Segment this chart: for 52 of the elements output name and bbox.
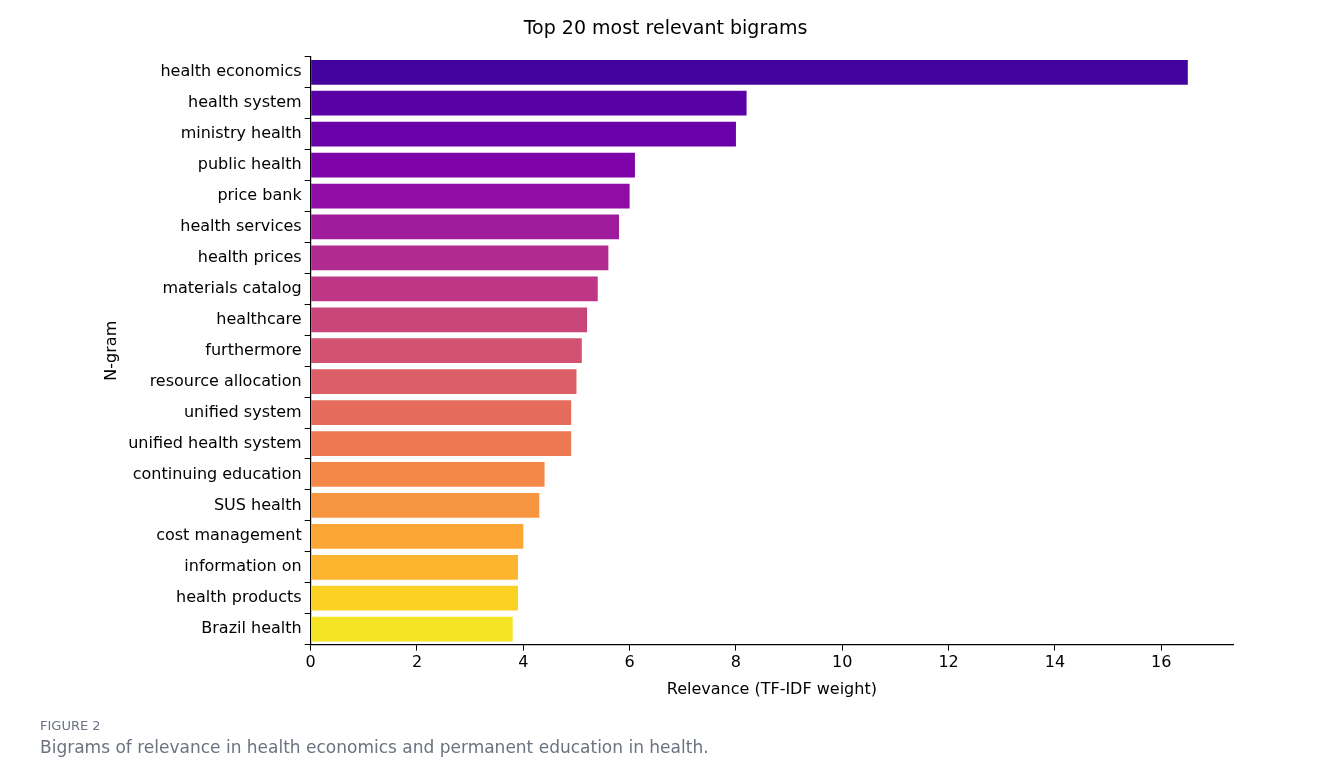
bar (311, 462, 545, 487)
y-tick-label: health products (176, 587, 302, 607)
y-tick-label: unified health system (128, 432, 302, 452)
x-tick-label: 10 (832, 652, 853, 672)
y-tick-label: price bank (217, 185, 303, 205)
bar (311, 214, 619, 240)
x-tick-label: 4 (518, 652, 529, 672)
y-tick-label: resource allocation (149, 370, 302, 390)
bar (311, 523, 524, 549)
bar (311, 121, 736, 147)
y-tick-label: ministry health (180, 123, 302, 143)
y-tick-label: health economics (160, 61, 302, 81)
y-tick-label: healthcare (216, 308, 302, 328)
x-axis-title: Relevance (TF-IDF weight) (666, 678, 877, 698)
y-tick-label: health services (180, 216, 302, 236)
bar (311, 338, 582, 364)
bar (311, 585, 518, 611)
bar (311, 183, 630, 209)
bar (311, 59, 1188, 85)
y-tick-label: information on (184, 556, 302, 576)
x-tick-label: 6 (624, 652, 635, 672)
bar (311, 307, 588, 333)
y-tick-label: furthermore (205, 339, 302, 359)
y-tick-label: materials catalog (162, 277, 302, 297)
y-tick-label: continuing education (132, 463, 302, 483)
chart-title: Top 20 most relevant bigrams (522, 16, 808, 39)
bar (311, 245, 609, 271)
caption: FIGURE 2 (40, 718, 102, 733)
bar (311, 431, 572, 456)
x-tick-label: 16 (1151, 652, 1172, 672)
bar (311, 616, 513, 642)
bar (311, 276, 598, 302)
y-tick-label: health prices (197, 247, 302, 267)
x-tick-label: 8 (730, 652, 742, 672)
bar (311, 369, 577, 395)
y-tick-label: Brazil health (201, 618, 302, 638)
bar (311, 152, 635, 178)
y-tick-label: SUS health (213, 494, 302, 514)
y-tick-label: public health (197, 154, 302, 174)
bar (311, 493, 540, 518)
x-tick-label: 2 (411, 652, 423, 672)
y-axis-title: N-gram (100, 320, 120, 381)
y-tick-label: health system (188, 92, 302, 112)
x-tick-label: 14 (1044, 652, 1066, 672)
y-tick-label: cost management (156, 525, 302, 545)
x-tick-label: 0 (305, 652, 316, 672)
y-tick-label: unified system (183, 401, 302, 421)
bar (311, 554, 518, 580)
bar (311, 90, 747, 116)
bar (311, 400, 572, 425)
x-tick-label: 12 (938, 652, 959, 672)
text: Bigrams of relevance in health economics and permanent education in health. (40, 737, 710, 757)
